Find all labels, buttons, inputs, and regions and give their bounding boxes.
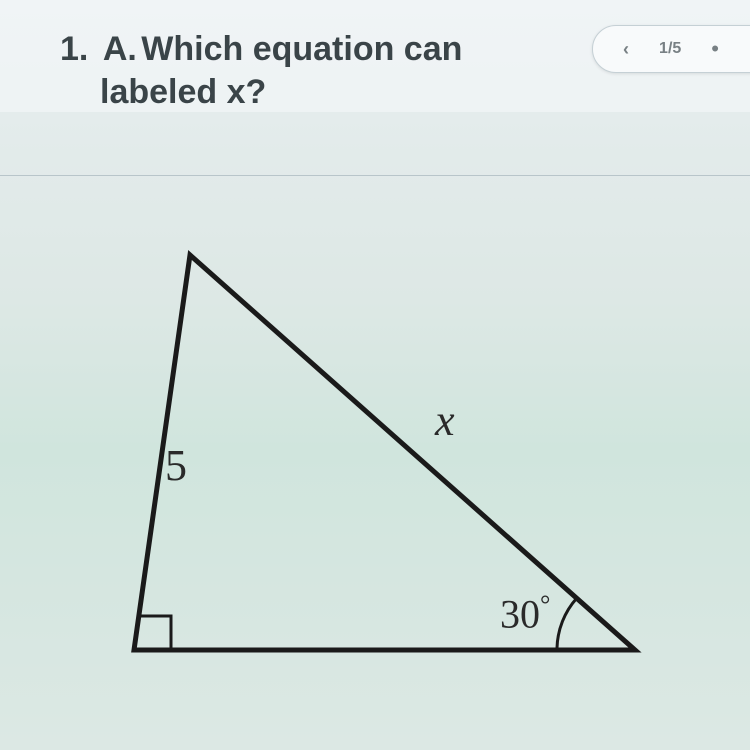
question-line2: labeled x?	[100, 73, 730, 112]
nav-prev-icon[interactable]: ‹	[623, 39, 629, 60]
question-part: A.	[103, 30, 137, 68]
degree-symbol: °	[540, 590, 550, 619]
nav-dot-icon: •	[711, 36, 719, 62]
section-divider	[0, 175, 750, 176]
page-indicator: 1/5	[659, 40, 681, 58]
triangle-diagram: 5 x 30°	[0, 220, 750, 720]
side-label-x: x	[435, 395, 455, 446]
angle-value: 30	[500, 591, 540, 636]
side-label-5: 5	[165, 440, 187, 491]
question-number: 1.	[60, 30, 88, 68]
angle-label: 30°	[500, 590, 550, 637]
page-navigator[interactable]: ‹ 1/5 •	[592, 25, 750, 73]
question-line1: Which equation can	[141, 30, 462, 68]
triangle-svg	[0, 220, 750, 720]
